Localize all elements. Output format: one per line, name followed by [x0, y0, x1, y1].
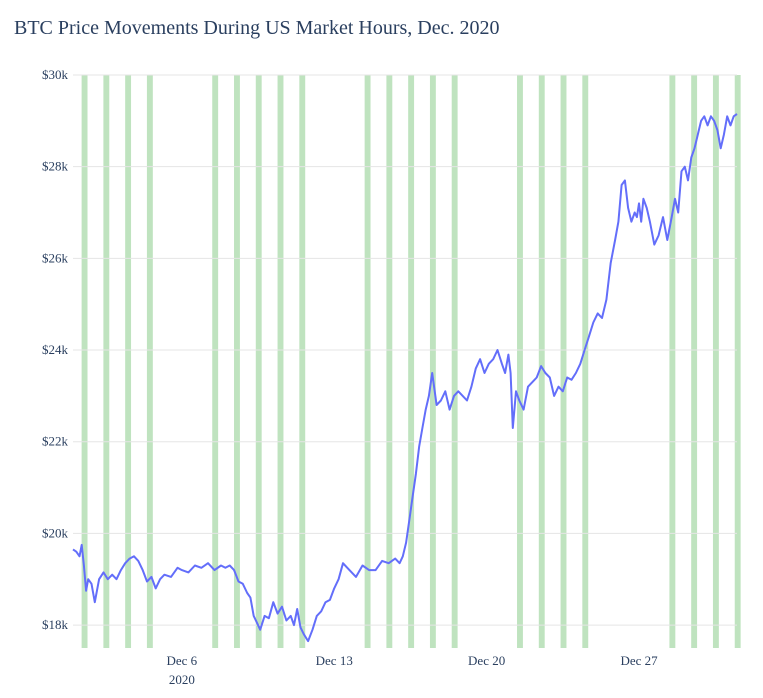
- market-hours-band: [691, 75, 698, 648]
- price-series: [72, 113, 738, 643]
- market-hours-band: [517, 75, 523, 648]
- market-hours-band: [408, 75, 415, 648]
- market-hours-band: [299, 75, 306, 648]
- market-hours-band: [560, 75, 567, 648]
- market-hours-band: [734, 75, 741, 648]
- x-axis-ticks: Dec 6 2020 Dec 13 Dec 20 Dec 27: [167, 653, 659, 687]
- market-hours-band: [146, 75, 153, 648]
- x-tick-label: Dec 27: [620, 653, 658, 668]
- y-tick-label: $20k: [42, 525, 69, 540]
- market-hours-band: [451, 75, 458, 648]
- market-hours-band: [386, 75, 393, 648]
- market-hours-band: [103, 75, 110, 648]
- y-tick-label: $28k: [42, 159, 69, 174]
- y-tick-label: $22k: [42, 434, 69, 449]
- x-tick-label: Dec 6: [167, 653, 198, 668]
- x-tick-label: Dec 13: [316, 653, 353, 668]
- market-hours-band: [255, 75, 262, 648]
- y-tick-label: $24k: [42, 342, 69, 357]
- y-tick-label: $30k: [42, 67, 69, 82]
- x-tick-label: Dec 20: [468, 653, 505, 668]
- x-tick-sublabel: 2020: [169, 672, 195, 687]
- market-hours-band: [125, 75, 132, 648]
- price-line: [72, 113, 738, 643]
- y-tick-label: $26k: [42, 250, 69, 265]
- market-hours-band: [234, 75, 240, 648]
- market-hours-band: [81, 75, 88, 648]
- market-hours-band: [712, 75, 719, 648]
- market-hours-band: [364, 75, 371, 648]
- y-gridlines: [73, 74, 737, 626]
- y-axis-ticks: $18k $20k $22k $24k $26k $28k $30k: [42, 67, 69, 632]
- chart-title: BTC Price Movements During US Market Hou…: [14, 17, 500, 39]
- y-tick-label: $18k: [42, 617, 69, 632]
- market-hours-band: [582, 75, 589, 648]
- market-hours-band: [277, 75, 284, 648]
- market-hours-band: [212, 75, 219, 648]
- market-hours-band: [429, 75, 436, 648]
- market-hours-bands: [81, 75, 741, 648]
- market-hours-band: [538, 75, 545, 648]
- market-hours-band: [669, 75, 676, 648]
